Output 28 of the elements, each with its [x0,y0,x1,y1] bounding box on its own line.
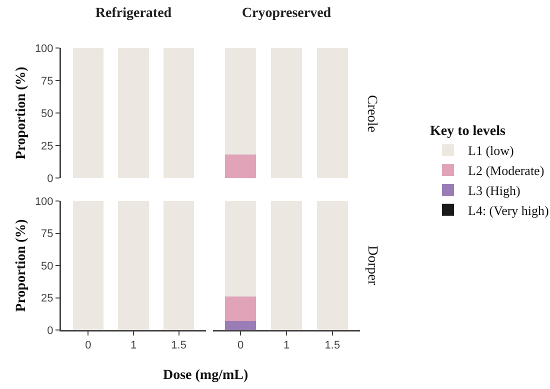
y-tick-label: 100 [34,42,54,55]
text: Dorper [364,246,380,286]
x-axis-title: Dose (mg/mL) [163,368,248,383]
y-axis-title: Proportion (%) [14,66,29,160]
legend-label: L3 (High) [468,183,520,198]
y-tick-label: 0 [47,324,54,337]
x-tick-label: 1.5 [324,340,340,352]
y-tick-label: 0 [47,172,54,185]
x-tick-label: 1 [130,340,137,352]
legend-label: L4: (Very high) [468,202,549,218]
x-tick-label: 1.5 [171,340,186,352]
y-tick-label: 25 [41,140,54,152]
x-tick-label: 0 [85,340,92,352]
y-axis-title: Proportion (%) [14,218,29,312]
chart-title: Cryopreserved [242,6,332,21]
legend-title: Key to levels [430,124,506,140]
y-tick-label: 50 [41,260,54,272]
text: Creole [364,95,379,132]
x-tick-label: 1 [283,340,290,352]
y-tick-label: 75 [41,228,54,240]
y-tick-label: 75 [41,75,54,88]
y-tick-label: 25 [41,292,54,305]
legend-label: L1 (low) [468,143,514,158]
y-tick-label: 50 [41,108,54,120]
chart-title: Refrigerated [95,6,172,21]
legend-label: L2 (Moderate) [468,163,544,178]
x-tick-label: 0 [237,340,244,352]
y-tick-label: 100 [34,196,54,208]
